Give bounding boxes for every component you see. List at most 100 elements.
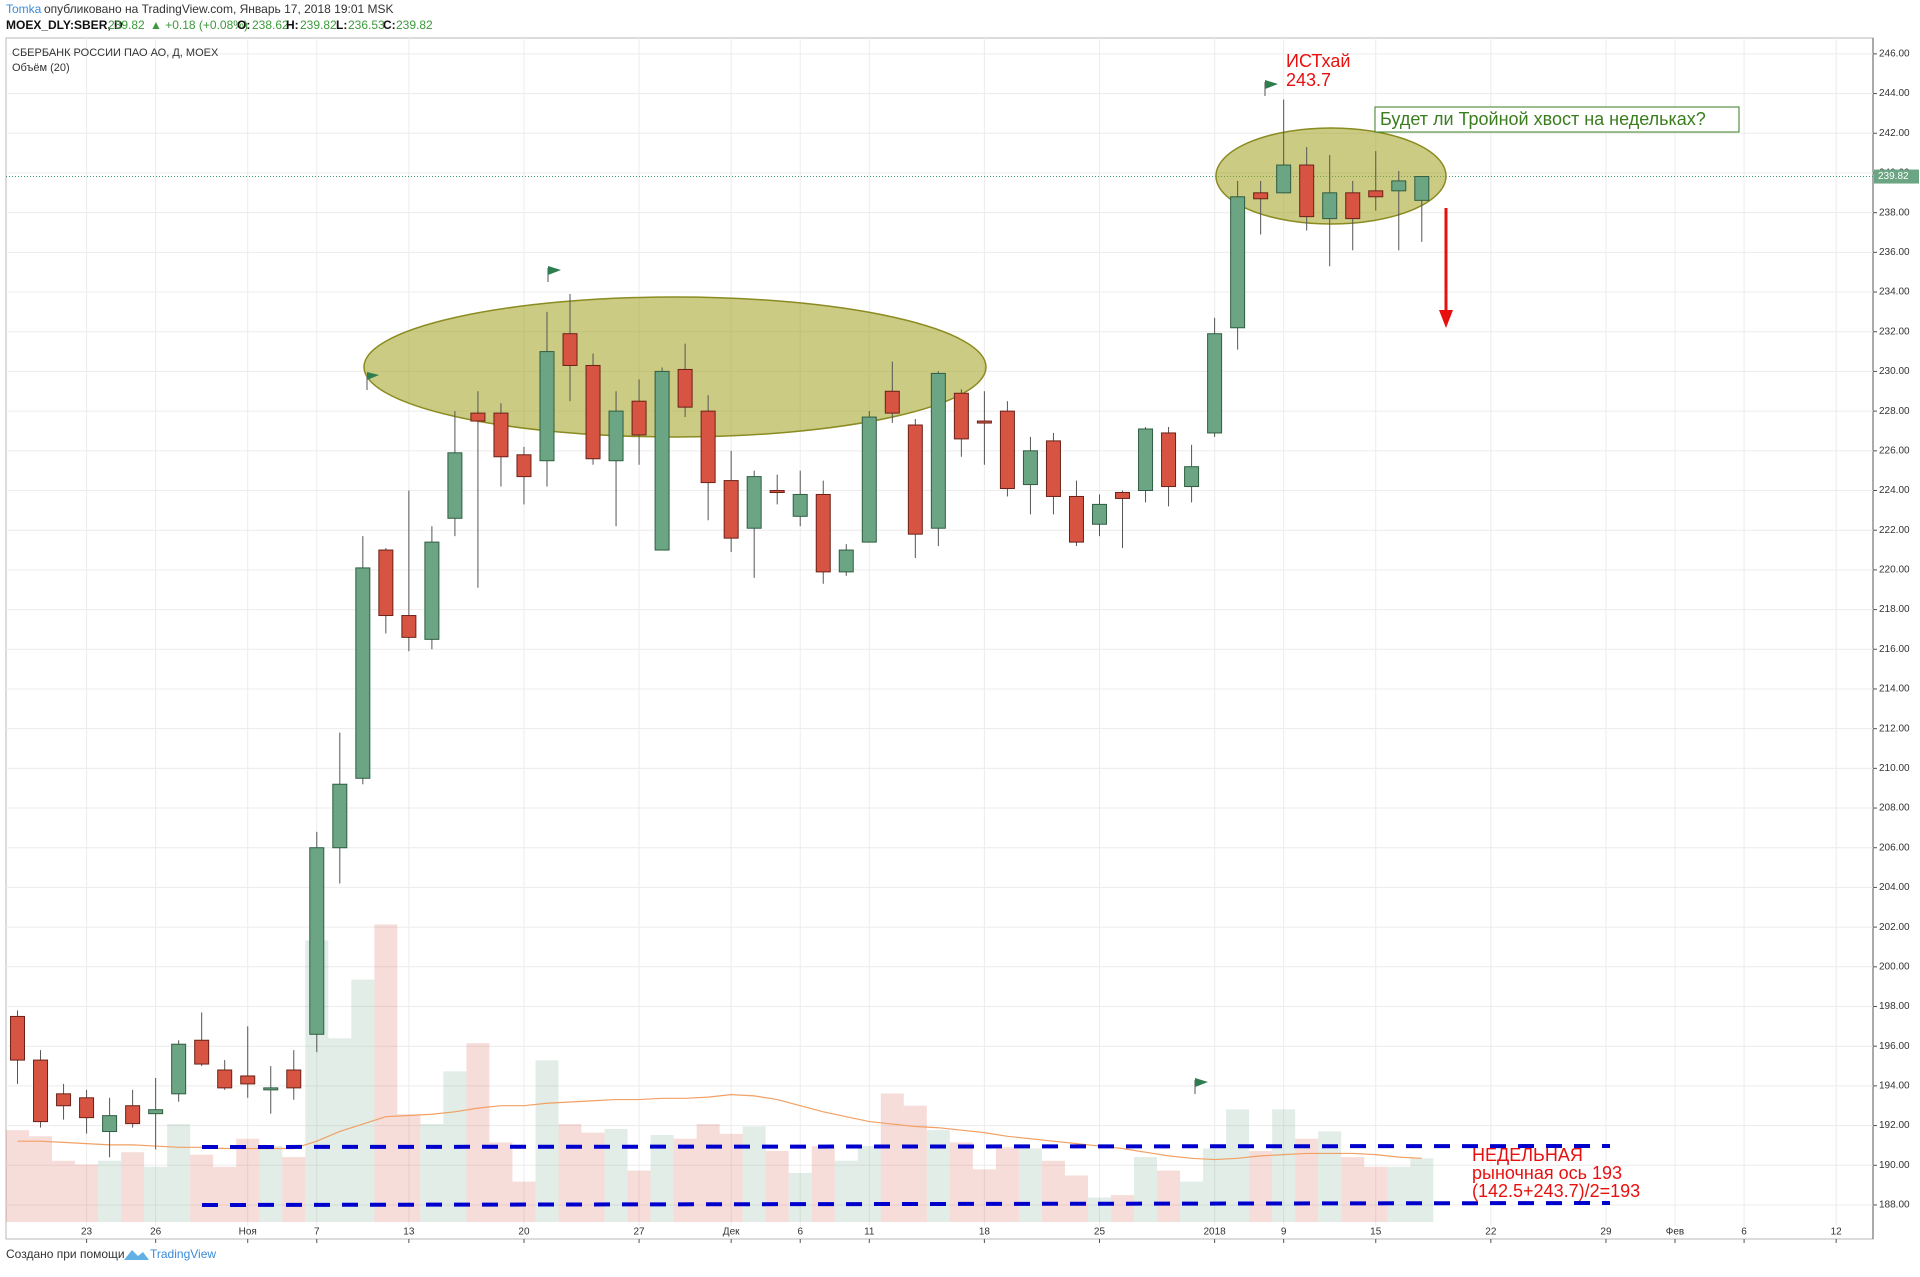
candle-body bbox=[861, 416, 877, 543]
y-tick-label: 196.00 bbox=[1879, 1041, 1910, 1052]
volume-bar bbox=[1295, 1138, 1319, 1222]
volume-bar bbox=[857, 1146, 881, 1222]
volume-bar bbox=[29, 1136, 53, 1222]
highlight-ellipse[interactable] bbox=[363, 296, 987, 438]
y-tick-label: 246.00 bbox=[1879, 49, 1910, 60]
candle-body bbox=[585, 364, 601, 460]
candle-body bbox=[1276, 164, 1292, 194]
volume-bar bbox=[949, 1142, 973, 1222]
candle-body bbox=[194, 1039, 210, 1065]
dashed-line[interactable] bbox=[201, 1201, 1611, 1207]
candle-body bbox=[677, 368, 693, 408]
x-tick-label: Фев bbox=[1666, 1227, 1684, 1238]
price-marker-label: 239.82 bbox=[1878, 171, 1909, 182]
volume-bar bbox=[1249, 1150, 1273, 1222]
volume-bar bbox=[466, 1043, 490, 1222]
volume-bar bbox=[995, 1147, 1019, 1222]
candle-body bbox=[470, 412, 486, 422]
y-tick-label: 204.00 bbox=[1879, 882, 1910, 893]
candle-body bbox=[447, 452, 463, 519]
candle-body bbox=[884, 390, 900, 414]
logo bbox=[124, 1250, 149, 1260]
candle-body bbox=[1345, 192, 1361, 220]
x-tick-label: 7 bbox=[314, 1227, 320, 1238]
volume-bar bbox=[374, 924, 398, 1222]
volume-bar bbox=[788, 1173, 812, 1222]
volume-bar bbox=[213, 1166, 237, 1222]
y-tick-label: 244.00 bbox=[1879, 88, 1910, 99]
annotation[interactable]: рыночная ось 193 bbox=[1472, 1163, 1622, 1183]
candle-body bbox=[378, 549, 394, 617]
volume-bar bbox=[1018, 1148, 1042, 1222]
flag[interactable] bbox=[547, 266, 561, 282]
volume-bar bbox=[742, 1126, 766, 1222]
annotation[interactable]: Будет ли Тройной хвост на недельках? bbox=[1380, 109, 1706, 129]
y-tick-label: 236.00 bbox=[1879, 247, 1910, 258]
y-tick-label: 212.00 bbox=[1879, 723, 1910, 734]
highlight-ellipse[interactable] bbox=[1215, 127, 1447, 225]
candle-body bbox=[907, 424, 923, 535]
volume-bar bbox=[1111, 1195, 1135, 1222]
y-tick-label: 188.00 bbox=[1879, 1200, 1910, 1211]
volume-bar bbox=[397, 1114, 421, 1222]
x-tick-label: 2018 bbox=[1203, 1227, 1226, 1238]
x-tick-label: 15 bbox=[1370, 1227, 1382, 1238]
annotation[interactable]: ИСТхай bbox=[1286, 51, 1350, 71]
candle-body bbox=[1045, 440, 1061, 497]
volume-bar bbox=[627, 1170, 651, 1222]
candle-body bbox=[10, 1015, 26, 1061]
dashed-line[interactable] bbox=[201, 1144, 1611, 1149]
ohlc-value: 236.53 bbox=[348, 18, 385, 32]
x-tick-label: 22 bbox=[1485, 1227, 1497, 1238]
ohlc-value: 239.82 bbox=[396, 18, 433, 32]
ohlc-label: O: bbox=[237, 18, 250, 32]
x-tick-label: 12 bbox=[1831, 1227, 1843, 1238]
y-tick-label: 220.00 bbox=[1879, 565, 1910, 576]
candle-body bbox=[1253, 192, 1269, 200]
candle-body bbox=[240, 1075, 256, 1085]
candle-body bbox=[1299, 164, 1315, 218]
volume-bar bbox=[98, 1160, 122, 1222]
footer-brand[interactable]: TradingView bbox=[150, 1247, 216, 1261]
candle-body bbox=[424, 541, 440, 640]
y-tick-label: 202.00 bbox=[1879, 922, 1910, 933]
flag[interactable] bbox=[1194, 1078, 1208, 1094]
y-tick-label: 216.00 bbox=[1879, 644, 1910, 655]
flag[interactable] bbox=[1264, 80, 1278, 96]
annotation[interactable]: 243.7 bbox=[1286, 70, 1331, 90]
y-tick-label: 242.00 bbox=[1879, 128, 1910, 139]
candle-body bbox=[1068, 495, 1084, 543]
x-tick-label: 9 bbox=[1281, 1227, 1287, 1238]
last-price: 239.82 bbox=[108, 18, 145, 32]
annotation[interactable]: (142.5+243.7)/2=193 bbox=[1472, 1181, 1640, 1201]
candle-body bbox=[654, 370, 670, 551]
x-tick-label: 27 bbox=[634, 1227, 646, 1238]
volume-bar bbox=[1226, 1109, 1250, 1222]
candle-body bbox=[838, 549, 854, 573]
volume-bar bbox=[673, 1138, 697, 1222]
candle-body bbox=[309, 847, 325, 1035]
candle-body bbox=[1091, 503, 1107, 525]
candle-body bbox=[1322, 192, 1338, 220]
volume-bar bbox=[1318, 1131, 1342, 1222]
chart-title: СБЕРБАНК РОССИИ ПАО АО, Д, MOEX bbox=[12, 47, 219, 59]
volume-bar bbox=[926, 1130, 950, 1222]
candle-body bbox=[516, 454, 532, 478]
volume-bar bbox=[1087, 1197, 1111, 1222]
author[interactable]: Tomka bbox=[6, 2, 42, 16]
volume-bar bbox=[765, 1150, 789, 1222]
candle-body bbox=[332, 783, 348, 849]
candle-body bbox=[792, 493, 808, 517]
candle-body bbox=[769, 490, 785, 494]
x-tick-label: 13 bbox=[403, 1227, 415, 1238]
grid: 188.00 190.00 192.00 194.00 196.00 198.00 200.… bbox=[6, 38, 1910, 1243]
volume-bar bbox=[489, 1142, 513, 1222]
y-tick-label: 214.00 bbox=[1879, 684, 1910, 695]
y-tick-label: 198.00 bbox=[1879, 1001, 1910, 1012]
annotation[interactable]: НЕДЕЛЬНАЯ bbox=[1472, 1145, 1583, 1165]
flag[interactable] bbox=[366, 372, 379, 390]
x-tick-label: 29 bbox=[1600, 1227, 1612, 1238]
volume-pane bbox=[6, 924, 1434, 1222]
y-tick-label: 226.00 bbox=[1879, 445, 1910, 456]
